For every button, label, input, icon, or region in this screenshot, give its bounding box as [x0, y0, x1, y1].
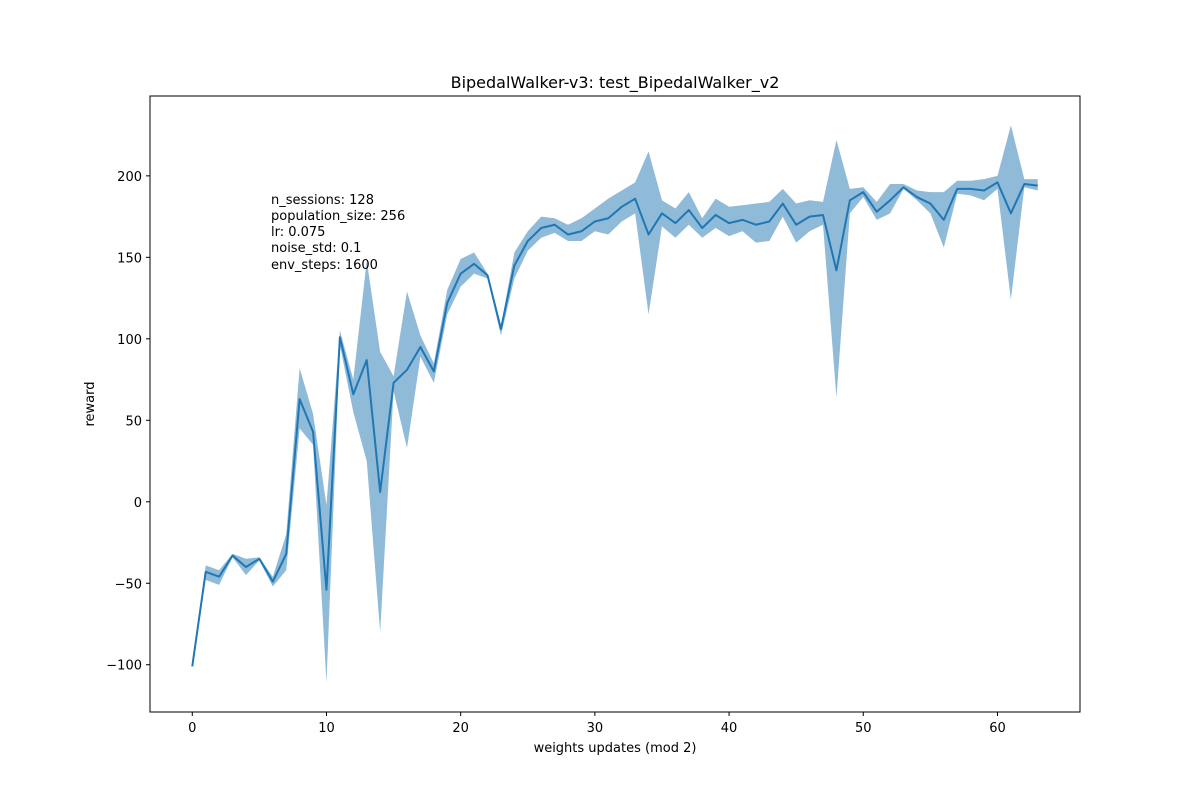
annotation-line-env-steps: env_steps: 1600: [271, 258, 378, 273]
y-tick-label: 150: [117, 251, 142, 266]
y-axis-label: reward: [83, 381, 98, 426]
annotation-line-lr: lr: 0.075: [271, 225, 325, 240]
y-tick-label: 50: [125, 414, 142, 429]
hyperparameter-annotation: n_sessions: 128 population_size: 256 lr:…: [271, 193, 405, 273]
x-tick-label: 0: [188, 721, 196, 736]
y-tick-label: −100: [106, 659, 142, 674]
annotation-line-n-sessions: n_sessions: 128: [271, 193, 374, 208]
x-tick-label: 40: [721, 721, 738, 736]
annotation-line-noise-std: noise_std: 0.1: [271, 241, 361, 256]
y-tick-label: 100: [117, 333, 142, 348]
x-tick-label: 60: [989, 721, 1006, 736]
x-tick-label: 10: [318, 721, 335, 736]
y-tick-label: 0: [134, 496, 142, 511]
chart-title: BipedalWalker-v3: test_BipedalWalker_v2: [451, 73, 780, 93]
std-band-0: [192, 125, 1038, 683]
y-tick-label: 200: [117, 170, 142, 185]
x-axis-label: weights updates (mod 2): [534, 741, 697, 756]
plot-frame: [149, 95, 1081, 713]
y-tick-label: −50: [115, 577, 142, 592]
x-tick-label: 30: [587, 721, 604, 736]
annotation-line-population-size: population_size: 256: [271, 209, 405, 224]
mean-reward-line-0: [191, 181, 1038, 667]
x-tick-label: 20: [452, 721, 469, 736]
x-tick-label: 50: [855, 721, 872, 736]
